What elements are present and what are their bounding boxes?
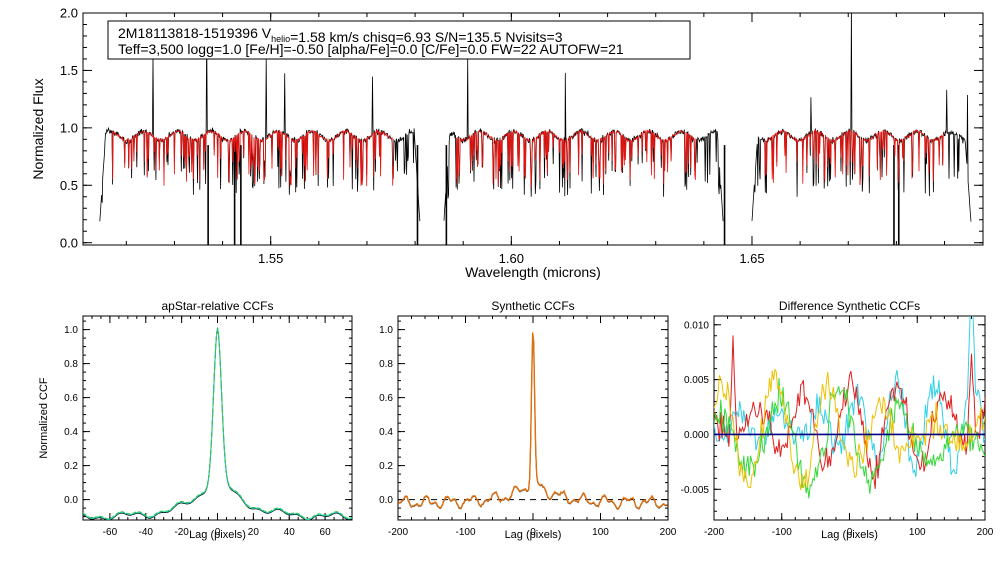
y-tick-label: 0.000 [684, 430, 709, 441]
y-axis-label: Normalized Flux [30, 78, 46, 179]
spectrum-data [99, 13, 972, 245]
y-tick-label: 0.4 [379, 427, 393, 438]
observed-spectrum-line [751, 13, 972, 222]
apstar-ccf-panel: -60 -40 -20 0 20 40 60 0.0 0.2 0.4 0.6 0.8 1.0 apStar… [38, 299, 353, 541]
x-tick-label: -200 [704, 527, 724, 538]
ccf-line-visit-2 [83, 327, 352, 520]
x-tick-label: 200 [977, 527, 994, 538]
model-spectrum-line [763, 128, 945, 185]
difference-ccf-data [714, 316, 985, 499]
y-tick-label: 0.5 [60, 178, 78, 193]
x-tick-label: 100 [909, 527, 926, 538]
plot-frame [82, 315, 353, 521]
x-axis-label: Wavelength (microns) [465, 264, 601, 280]
x-tick-label: -200 [388, 527, 408, 538]
model-spectrum-line [455, 129, 697, 188]
y-tick-label: 0.0 [60, 235, 78, 250]
x-tick-label: 0 [215, 527, 221, 538]
x-tick-label: 100 [592, 527, 609, 538]
synthetic-ccf-panel: -200 -100 0 100 200 0.0 0.2 0.4 0.6 0.8 1.0 Synthet… [379, 299, 677, 541]
annotation-box [107, 20, 691, 60]
chart-title: apStar-relative CCFs [161, 299, 273, 313]
y-tick-label: 0.6 [64, 393, 78, 404]
y-tick-label: 0.8 [64, 359, 78, 370]
y-axis-label: Normalized CCF [38, 377, 50, 459]
spectrum-panel: 1.55 1.60 1.65 0.0 0.5 1.0 1.5 2.0 Wavelength (m… [30, 6, 984, 280]
annotation-text: =1.58 km/s [290, 29, 363, 45]
ccf-line-visits [398, 332, 668, 510]
x-tick-label: -40 [139, 527, 154, 538]
ccf-line-visit-1 [83, 327, 352, 520]
x-tick-label: 40 [284, 527, 296, 538]
y-tick-label: 0.0 [379, 495, 393, 506]
x-tick-label: 20 [248, 527, 260, 538]
x-tick-label: 1.60 [499, 251, 524, 266]
difference-line-green [714, 377, 985, 499]
observed-spectrum-line [443, 56, 724, 222]
annotation-text: 2M18113818-1519396 [118, 25, 262, 41]
x-tick-label: 200 [660, 527, 677, 538]
x-tick-label: 1.65 [739, 251, 764, 266]
x-tick-label: 0 [530, 527, 536, 538]
annotation-line-1: 2M18113818-1519396 Vhelio=1.58 km/s chis… [118, 25, 563, 45]
model-spectrum-line [111, 129, 394, 187]
y-tick-label: 1.5 [60, 63, 78, 78]
plot-frame [713, 315, 986, 521]
y-tick-label: -0.005 [681, 485, 710, 496]
y-tick-label: 2.0 [60, 6, 78, 21]
y-tick-label: 0.005 [684, 375, 709, 386]
annotation-text: Nvisits=3 [505, 29, 562, 45]
plot-frame [82, 12, 984, 246]
x-tick-label: -100 [772, 527, 792, 538]
apstar-ccf-data [83, 327, 352, 520]
y-tick-label: 0.2 [64, 461, 78, 472]
ccf-line-combined [83, 328, 352, 520]
x-tick-label: -60 [103, 527, 118, 538]
y-tick-label: 1.0 [379, 325, 393, 336]
x-tick-label: 1.55 [258, 251, 283, 266]
x-tick-label: -20 [174, 527, 189, 538]
y-tick-label: 0.2 [379, 461, 393, 472]
y-tick-label: 0.6 [379, 393, 393, 404]
difference-line-red [714, 335, 985, 489]
x-tick-label: -100 [455, 527, 475, 538]
x-axis-label: Lag (pixels) [505, 529, 562, 541]
x-tick-label: 0 [847, 527, 853, 538]
y-tick-label: 0.4 [64, 427, 78, 438]
annotation-line-2: Teff=3,500 logg=1.0 [Fe/H]=-0.50 [alpha/… [118, 41, 624, 57]
annotation-text: S/N=135.5 [435, 29, 505, 45]
chart-title: Difference Synthetic CCFs [779, 299, 920, 313]
y-tick-label: 0.0 [64, 495, 78, 506]
x-tick-label: 60 [320, 527, 332, 538]
x-axis-label: Lag (pixels) [189, 529, 246, 541]
annotation-subscript: helio [271, 34, 290, 44]
synthetic-ccf-data [398, 332, 668, 510]
annotation-text: chisq=6.93 [363, 29, 435, 45]
difference-line-yellow [714, 368, 985, 491]
y-tick-label: 1.0 [60, 120, 78, 135]
y-tick-label: 0.8 [379, 359, 393, 370]
spectrum-annotation: 2M18113818-1519396 Vhelio=1.58 km/s chis… [107, 20, 691, 60]
annotation-text: V [262, 25, 272, 41]
chart-title: Synthetic CCFs [491, 299, 574, 313]
difference-ccf-panel: -200 -100 0 100 200 -0.005 0.000 0.005 0.010 Diff… [681, 299, 994, 541]
y-tick-label: 1.0 [64, 325, 78, 336]
x-axis-label: Lag (pixels) [821, 529, 878, 541]
y-tick-label: 0.010 [684, 320, 709, 331]
